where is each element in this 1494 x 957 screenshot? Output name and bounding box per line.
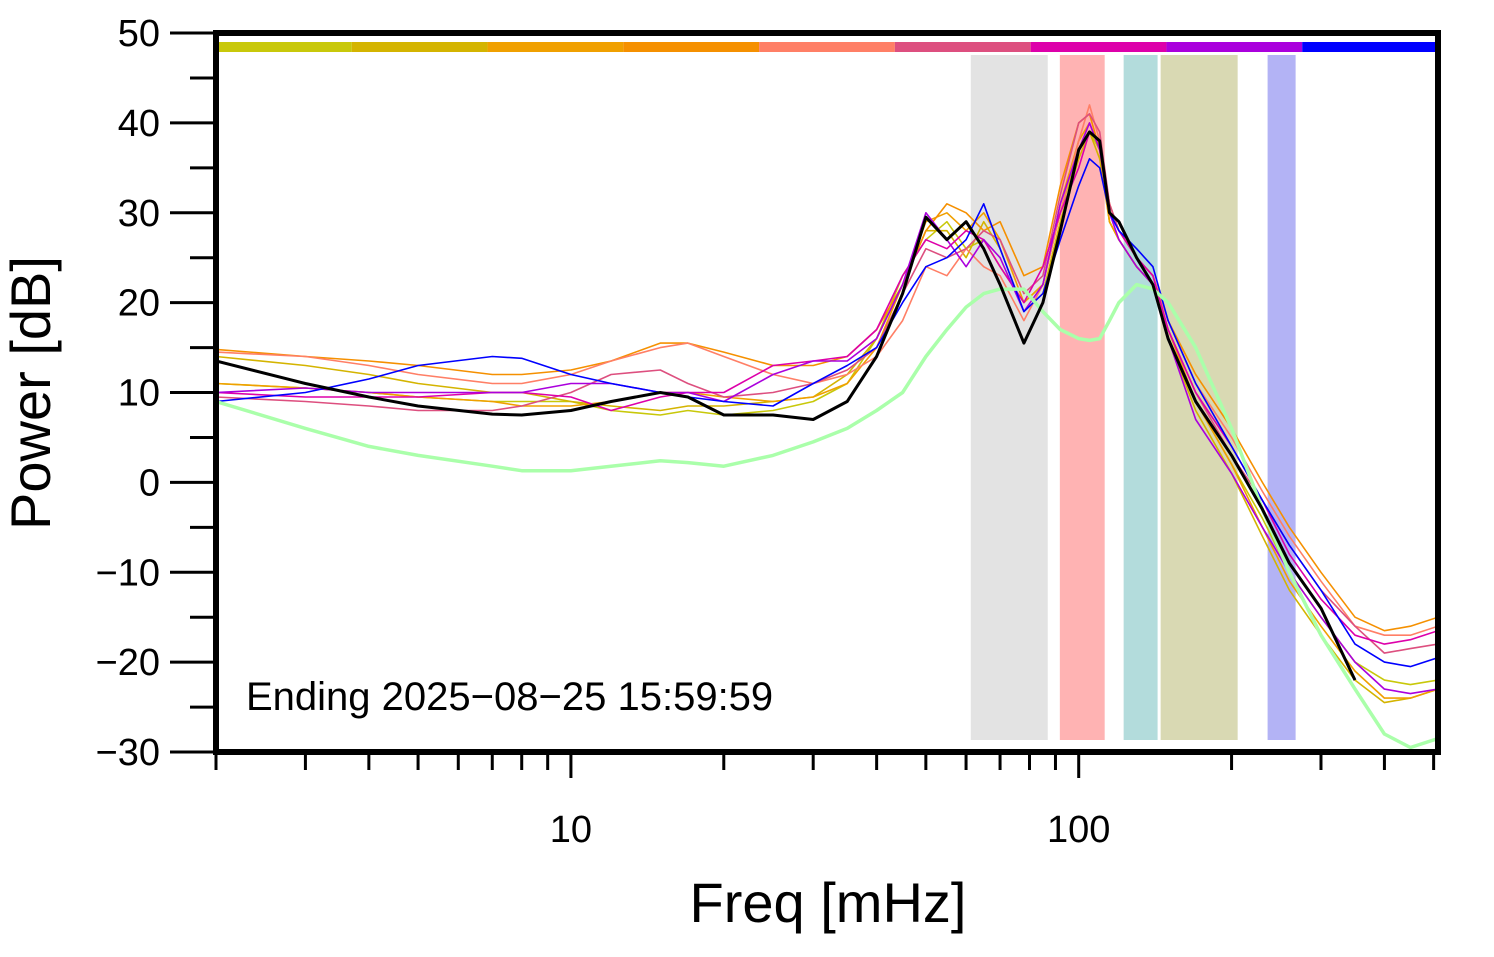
y-tick-label: −10 — [96, 552, 160, 594]
series-line — [216, 158, 1438, 668]
colorbar-segment — [894, 42, 1031, 52]
y-tick-label: −20 — [96, 642, 160, 684]
colorbar-segment — [1166, 42, 1303, 52]
colorbar-segment — [487, 42, 624, 52]
y-tick-label: 0 — [139, 462, 160, 504]
frequency-band — [970, 55, 1048, 740]
colorbar-segment — [1302, 42, 1438, 52]
annotation: Ending 2025−08−25 15:59:59 — [246, 675, 773, 719]
series-line — [216, 282, 1438, 750]
bands — [970, 55, 1296, 740]
axes: −30 −20 −10 0 10 20 30 40 50 10 100 — [96, 13, 1441, 851]
x-tick-label: 10 — [550, 809, 592, 851]
y-tick-label: 10 — [118, 373, 160, 415]
series-line — [216, 131, 1438, 704]
series-line — [216, 113, 1438, 654]
y-tick-label: 40 — [118, 103, 160, 145]
y-axis-title: Power [dB] — [0, 256, 62, 530]
colorbar-segment — [1030, 42, 1167, 52]
lines — [216, 104, 1438, 750]
colorbar-segment — [216, 42, 352, 52]
y-tick-label: 50 — [118, 13, 160, 55]
series-line — [216, 113, 1438, 632]
y-tick-label: 30 — [118, 193, 160, 235]
y-tick-label: 20 — [118, 283, 160, 325]
colorbar-segment — [623, 42, 760, 52]
y-tick-label: −30 — [96, 732, 160, 774]
series-line — [216, 130, 1357, 681]
x-axis-title: Freq [mHz] — [690, 871, 967, 934]
x-tick-label: 100 — [1047, 809, 1110, 851]
colorbar-segment — [351, 42, 488, 52]
colorbar-segment — [759, 42, 895, 52]
frequency-band — [1123, 55, 1158, 740]
series-line — [216, 122, 1438, 695]
frequency-band — [1267, 55, 1296, 740]
